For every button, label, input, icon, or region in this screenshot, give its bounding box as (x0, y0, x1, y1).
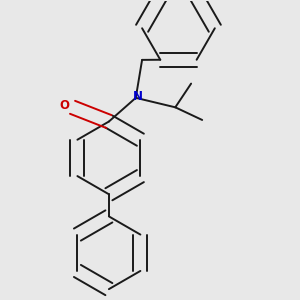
Text: N: N (133, 90, 143, 103)
Text: O: O (60, 99, 70, 112)
